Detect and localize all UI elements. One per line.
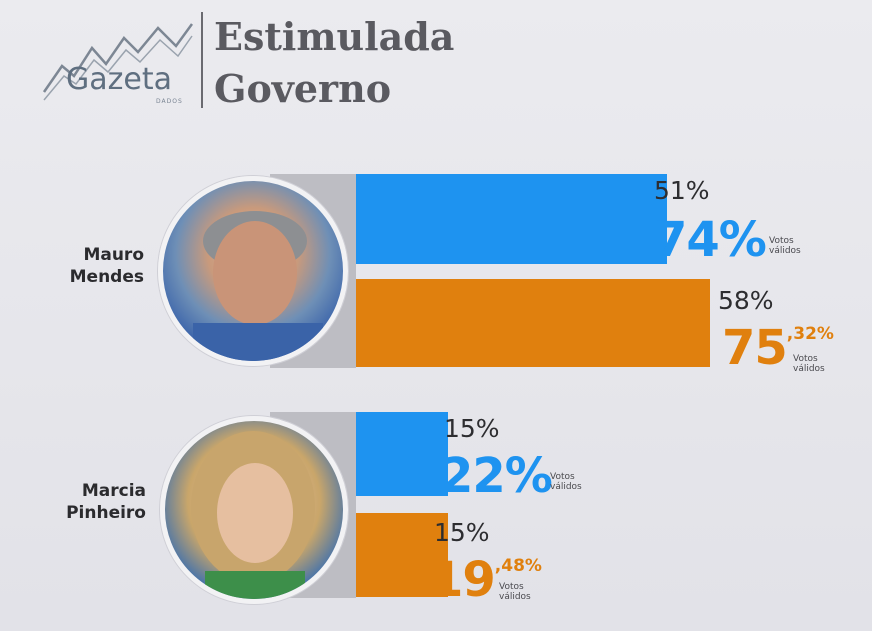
caption-validos: válidos [499,592,531,602]
mountain-logo-icon [42,23,194,101]
header-divider [201,12,203,108]
valid-int: 75 [722,320,788,376]
caption-votos: Votos [769,236,794,246]
caption-votos: Votos [550,472,575,482]
caption-votos: Votos [793,354,818,364]
valid-label-marcia-blue: 22% [440,452,553,500]
bar-marcia-orange [356,513,448,597]
valid-caption-1: Votos válidos [769,236,801,256]
valid-caption-2: Votos válidos [793,354,825,374]
valid-label-mauro-blue: 74% [654,216,767,264]
candidate-name-2-line2: Pinheiro [66,503,146,523]
valid-label-marcia-orange: 19,48% [430,556,542,604]
valid-dec: ,48% [494,556,542,576]
value-label-marcia-orange: 15% [434,518,490,547]
candidate-name-1-line2: Mendes [69,267,144,287]
candidate-name-1-line1: Mauro [83,245,144,265]
value-label-mauro-blue: 51% [654,176,710,205]
value-label-mauro-orange: 58% [718,286,774,315]
valid-label-mauro-orange: 75,32% [722,324,834,372]
value-label-marcia-blue: 15% [444,414,500,443]
candidate-name-1: Mauro Mendes [40,244,144,288]
candidate-portrait-icon [158,176,348,366]
title-line-2: Governo [214,66,392,111]
gazeta-logo: Gazeta DADOS [40,18,200,110]
bar-mauro-orange [356,279,710,367]
caption-validos: válidos [769,246,801,256]
valid-dec: ,32% [786,324,834,344]
candidate-portrait-icon [160,416,348,604]
valid-int: 19 [430,552,496,608]
valid-int: 74% [654,212,767,268]
logo-text: Gazeta [66,62,172,97]
logo-subtext: DADOS [156,98,183,105]
valid-caption-4: Votos válidos [499,582,531,602]
bar-marcia-blue [356,412,448,496]
title-line-1: Estimulada [214,14,455,59]
candidate-name-2: Marcia Pinheiro [40,480,146,524]
caption-validos: válidos [793,364,825,374]
caption-validos: válidos [550,482,582,492]
valid-caption-3: Votos válidos [550,472,582,492]
bar-mauro-blue [356,174,667,264]
caption-votos: Votos [499,582,524,592]
candidate-name-2-line1: Marcia [81,481,146,501]
valid-int: 22% [440,448,553,504]
